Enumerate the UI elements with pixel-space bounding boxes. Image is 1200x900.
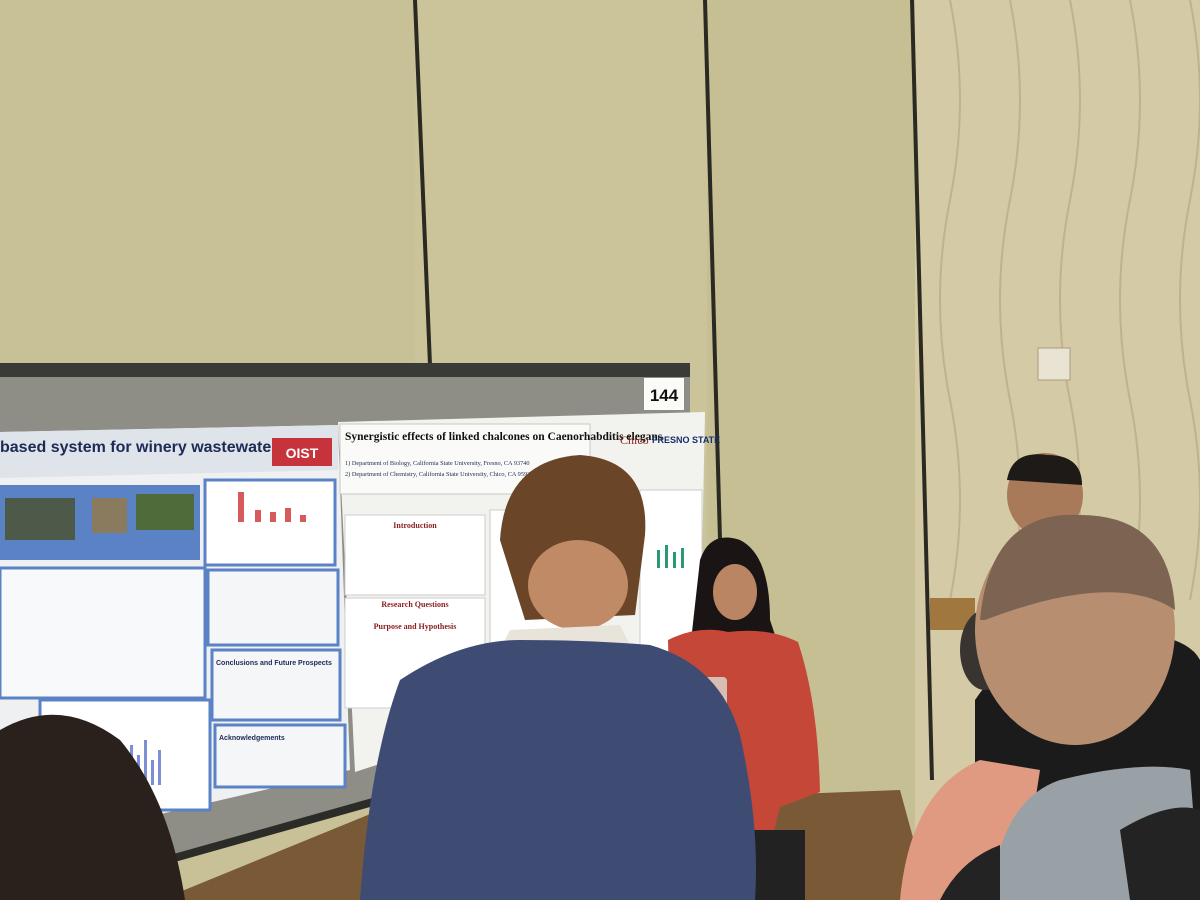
section-heading: Purpose and Hypothesis: [374, 622, 457, 631]
section-heading: Conclusions and Future Prospects: [216, 660, 332, 667]
logo-box: [272, 438, 332, 466]
poster-left-header: [0, 425, 338, 478]
section-heading: Research Questions: [381, 600, 448, 609]
man2-hair: [1007, 454, 1082, 485]
poster-panel: [213, 723, 347, 789]
panel-seam: [703, 0, 722, 541]
logo-fresno: FRESNO STATE: [652, 435, 720, 445]
panel-seam: [910, 0, 934, 781]
mini-chart: [657, 545, 684, 568]
man-sweater: [360, 640, 756, 900]
presenter-face: [713, 564, 757, 620]
photo: [136, 494, 194, 530]
mini-chart: [238, 492, 306, 522]
poster-panel: [203, 478, 337, 567]
poster-panel: [0, 566, 207, 700]
section-heading: Introduction: [393, 521, 437, 530]
poster-left-title: based system for winery wastewater reuse: [0, 439, 325, 456]
affiliation: 1) Department of Biology, California Sta…: [345, 460, 530, 467]
poster-left-logo: OIST: [286, 445, 319, 461]
foreground-hair: [0, 714, 185, 900]
board-frame: [158, 796, 382, 866]
poster-panel: [206, 568, 340, 647]
affiliation: 2) Department of Chemistry, California S…: [345, 471, 533, 478]
booth-number: 144: [650, 386, 679, 405]
photo: [5, 498, 75, 540]
logo-chico: Chico: [620, 433, 649, 447]
photo: [92, 498, 127, 533]
poster-panel: [344, 514, 486, 596]
poster-right-title: Synergistic effects of linked chalcones …: [345, 431, 663, 443]
booth-card: [644, 378, 684, 410]
board-frame: [0, 363, 690, 377]
backpack-strap: [940, 807, 1200, 900]
bald-stubble: [980, 514, 1175, 620]
section-heading: Acknowledgements: [219, 735, 285, 742]
wall-switch: [1037, 347, 1071, 381]
panel-seam: [413, 0, 432, 366]
man-neck: [528, 540, 628, 630]
poster-panel: [210, 648, 342, 722]
